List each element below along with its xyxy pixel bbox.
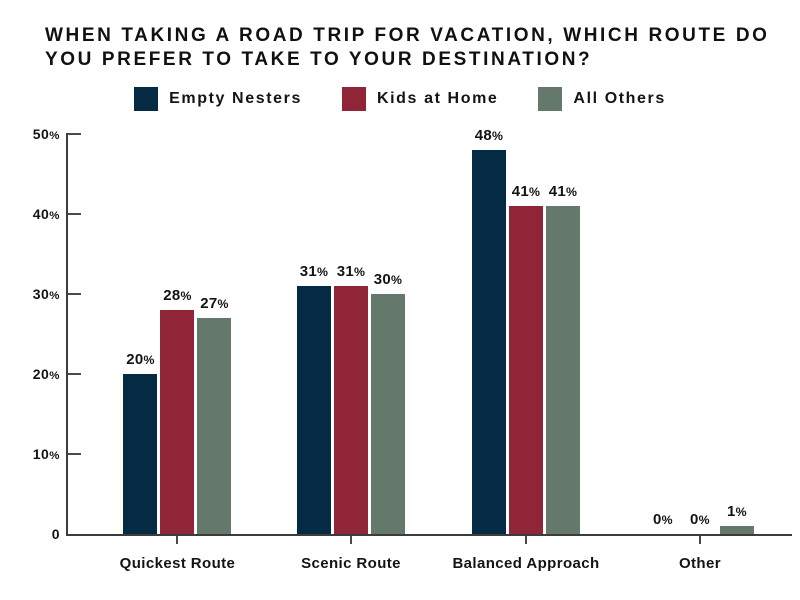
bar-value-label: 41% bbox=[548, 183, 578, 200]
y-axis-tick-label: 20% bbox=[32, 366, 60, 382]
bar-kids-at-home-balanced-approach bbox=[509, 206, 543, 534]
bar-empty-nesters-scenic-route bbox=[297, 286, 331, 534]
category-label: Quickest Route bbox=[119, 555, 236, 572]
x-axis-tick bbox=[698, 536, 701, 544]
category-label: Scenic Route bbox=[301, 555, 401, 572]
legend-item-all-others: All Others bbox=[538, 87, 665, 111]
percent-sign: % bbox=[661, 513, 673, 527]
bar-value-label: 30% bbox=[373, 271, 403, 288]
y-axis-tick bbox=[68, 133, 81, 135]
legend-item-empty-nesters: Empty Nesters bbox=[134, 87, 302, 111]
legend-swatch-icon bbox=[341, 87, 366, 111]
percent-sign: % bbox=[317, 265, 329, 279]
y-axis-tick bbox=[68, 293, 81, 295]
percent-sign: % bbox=[735, 505, 747, 519]
bar-value-label: 48% bbox=[474, 127, 504, 144]
percent-sign: % bbox=[180, 289, 192, 303]
bar-all-others-quickest-route bbox=[197, 318, 232, 534]
bar-value-label: 27% bbox=[200, 295, 229, 312]
category-label: Other bbox=[678, 555, 721, 572]
y-axis-tick bbox=[68, 453, 81, 455]
bar-value-label: 31% bbox=[336, 263, 366, 280]
y-axis-tick-label: 0 bbox=[51, 526, 60, 542]
y-axis-tick-label: 50% bbox=[32, 126, 60, 142]
bar-kids-at-home-quickest-route bbox=[160, 310, 195, 534]
legend-swatch-icon bbox=[134, 87, 159, 111]
legend: Empty Nesters Kids at Home All Others bbox=[0, 87, 800, 111]
bar-all-others-scenic-route bbox=[371, 294, 405, 534]
bar-all-others-other bbox=[719, 526, 754, 534]
bar-kids-at-home-scenic-route bbox=[334, 286, 368, 534]
bar-value-label: 20% bbox=[126, 351, 155, 368]
percent-sign: % bbox=[49, 370, 60, 382]
x-axis-tick bbox=[176, 536, 179, 544]
bar-empty-nesters-quickest-route bbox=[123, 374, 158, 534]
bar-value-label: 0% bbox=[653, 511, 673, 528]
y-axis-tick bbox=[68, 373, 81, 375]
percent-sign: % bbox=[49, 210, 60, 222]
percent-sign: % bbox=[49, 130, 60, 142]
chart-title-line-2: YOU PREFER TO TAKE TO YOUR DESTINATION? bbox=[45, 49, 593, 70]
bar-value-label: 28% bbox=[163, 287, 192, 304]
bar-empty-nesters-balanced-approach bbox=[472, 150, 506, 534]
y-axis-tick-label: 40% bbox=[32, 206, 60, 222]
percent-sign: % bbox=[492, 129, 504, 143]
chart-title-line-1: WHEN TAKING A ROAD TRIP FOR VACATION, WH… bbox=[45, 25, 770, 46]
percent-sign: % bbox=[354, 265, 366, 279]
percent-sign: % bbox=[49, 450, 60, 462]
bar-value-label: 31% bbox=[299, 263, 329, 280]
y-axis-tick bbox=[68, 213, 81, 215]
x-axis-tick bbox=[350, 536, 352, 544]
plot-area: 0 10% 20% 30% 40% 50% Quickest Route 20% 28% 27% S… bbox=[33, 126, 792, 572]
legend-label: Kids at Home bbox=[376, 90, 499, 107]
percent-sign: % bbox=[391, 273, 403, 287]
bar-value-label: 41% bbox=[511, 183, 541, 200]
legend-swatch-icon bbox=[538, 87, 563, 111]
percent-sign: % bbox=[217, 297, 229, 311]
bar-value-label: 0% bbox=[690, 511, 710, 528]
y-axis-tick-label: 30% bbox=[32, 286, 60, 302]
bar-all-others-balanced-approach bbox=[546, 206, 580, 534]
category-label: Balanced Approach bbox=[452, 555, 600, 572]
percent-sign: % bbox=[49, 290, 60, 302]
chart-title: WHEN TAKING A ROAD TRIP FOR VACATION, WH… bbox=[45, 24, 770, 72]
y-axis-tick-label: 10% bbox=[32, 446, 60, 462]
percent-sign: % bbox=[698, 513, 710, 527]
bar-value-label: 1% bbox=[727, 503, 747, 520]
percent-sign: % bbox=[143, 353, 155, 367]
percent-sign: % bbox=[566, 185, 578, 199]
x-axis-tick bbox=[525, 536, 527, 544]
legend-label: All Others bbox=[573, 90, 666, 107]
legend-item-kids-at-home: Kids at Home bbox=[341, 87, 499, 111]
legend-label: Empty Nesters bbox=[169, 90, 302, 107]
percent-sign: % bbox=[529, 185, 541, 199]
